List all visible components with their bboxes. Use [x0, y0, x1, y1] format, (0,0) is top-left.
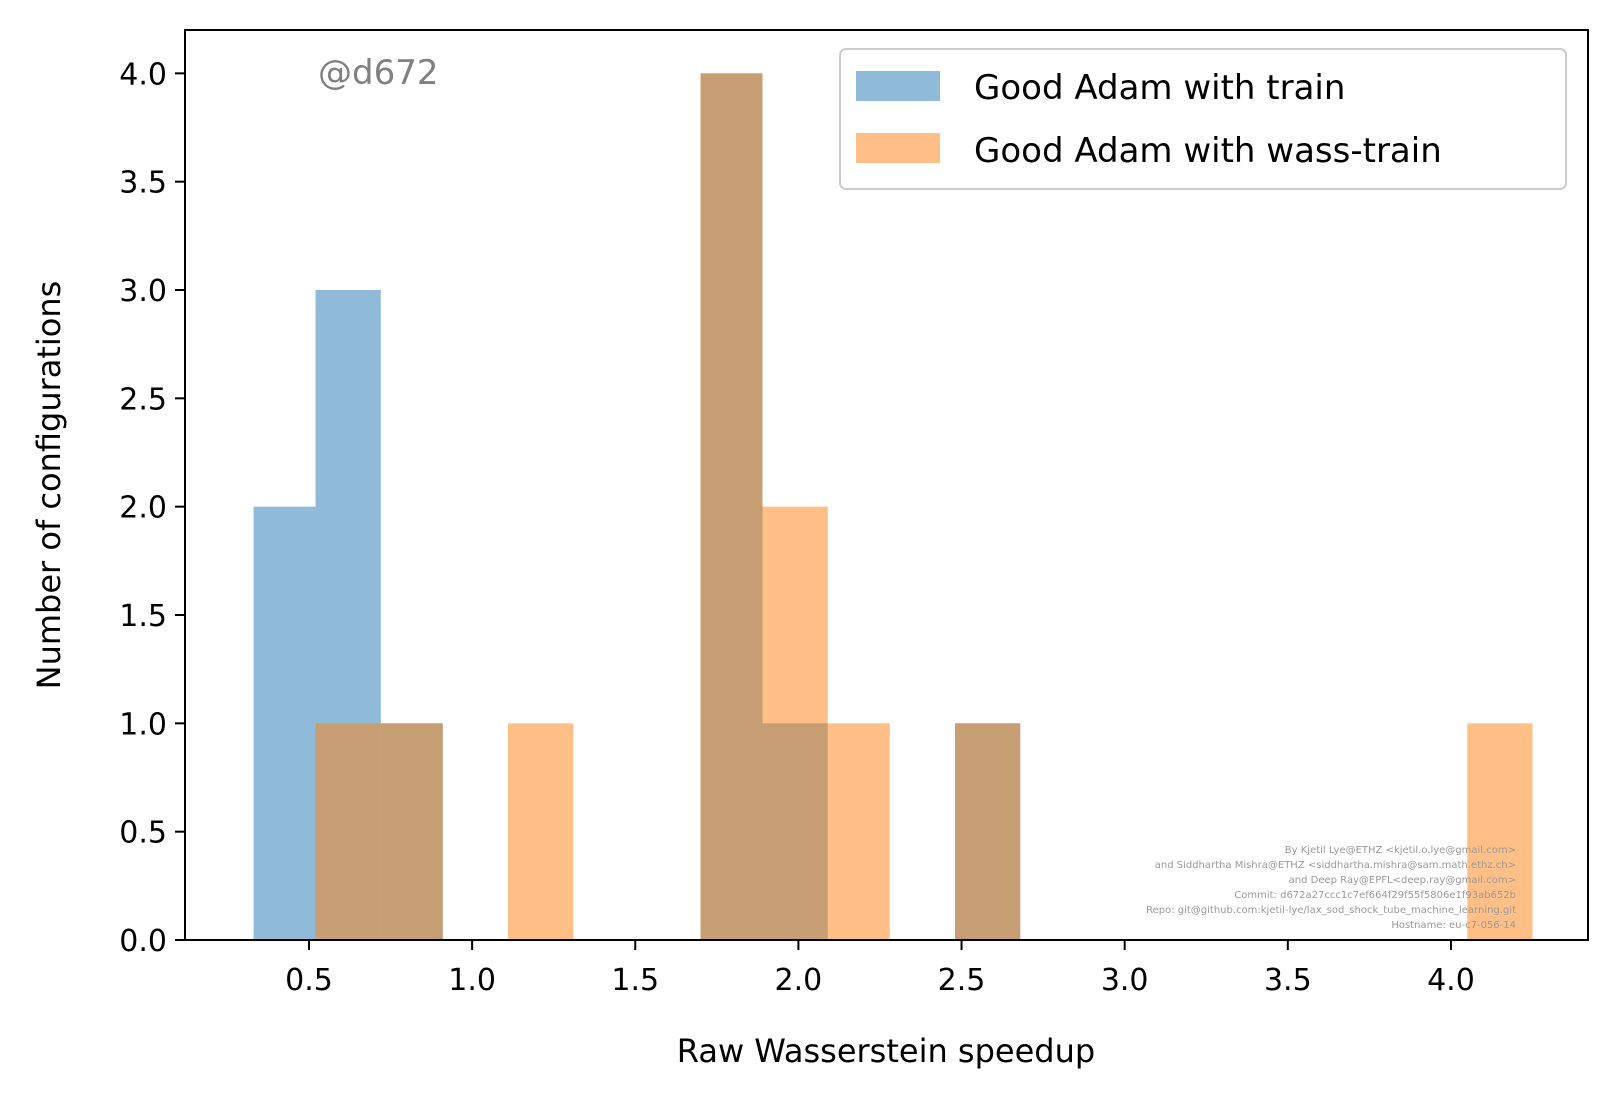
- histogram-bar-series-1-bin-2: [508, 723, 574, 940]
- legend-box: [839, 48, 1567, 190]
- y-tick-label-8: 4.0: [119, 57, 167, 92]
- x-tick-label-1: 1.0: [448, 963, 496, 998]
- plot-frame: [184, 29, 1589, 941]
- y-tick-label-1: 0.5: [119, 816, 167, 851]
- credits-line-2: and Siddhartha Mishra@ETHZ <siddhartha.m…: [1155, 860, 1516, 871]
- histogram-bar-series-1-bin-5: [827, 723, 890, 940]
- x-axis-ticks: 0.5 1.0 1.5 2.0 2.5 3.0 3.5 4.0: [285, 940, 1475, 998]
- y-tick-label-3: 1.5: [119, 599, 167, 634]
- y-tick-label-4: 2.0: [119, 491, 167, 526]
- y-tick-label-7: 3.5: [119, 166, 167, 201]
- legend: Good Adam with train Good Adam with wass…: [839, 48, 1567, 190]
- histogram-bar-series-1-bin-4: [762, 506, 828, 940]
- bars-layer: [253, 73, 1533, 941]
- x-axis-label: Raw Wasserstein speedup: [677, 1032, 1095, 1070]
- histogram-bar-series-1-bin-3: [700, 73, 763, 941]
- histogram-bar-series-1-bin-1: [380, 723, 443, 940]
- credits-line-6: Hostname: eu-c7-056-14: [1391, 920, 1516, 931]
- y-tick-label-6: 3.0: [119, 274, 167, 309]
- histogram-bar-series-1-bin-7: [1467, 723, 1533, 940]
- x-tick-label-0: 0.5: [285, 963, 333, 998]
- y-tick-label-0: 0.0: [119, 924, 167, 959]
- y-axis-ticks: 0.0 0.5 1.0 1.5 2.0 2.5 3.0 3.5 4.0: [119, 57, 185, 959]
- legend-swatch-train: [856, 71, 940, 101]
- x-tick-label-7: 4.0: [1427, 963, 1475, 998]
- x-tick-label-5: 3.0: [1101, 963, 1149, 998]
- legend-label-wass-train: Good Adam with wass-train: [974, 131, 1442, 171]
- x-tick-label-3: 2.0: [775, 963, 823, 998]
- y-tick-label-2: 1.0: [119, 707, 167, 742]
- legend-label-train: Good Adam with train: [974, 68, 1345, 108]
- histogram-bar-series-1-bin-6: [955, 723, 1021, 940]
- x-tick-label-6: 3.5: [1264, 963, 1312, 998]
- watermark-text: @d672: [318, 53, 438, 93]
- histogram-bar-series-1-bin-0: [315, 723, 381, 940]
- credits-line-4: Commit: d672a27ccc1c7ef664f29f55f5806e1f…: [1234, 890, 1516, 901]
- legend-swatch-wass-train: [856, 133, 940, 163]
- histogram-bar-series-0-bin-0: [253, 506, 316, 940]
- x-tick-label-4: 2.5: [938, 963, 986, 998]
- y-tick-label-5: 2.5: [119, 382, 167, 417]
- credits-line-1: By Kjetil Lye@ETHZ <kjetil.o.lye@gmail.c…: [1285, 845, 1516, 856]
- y-axis-label: Number of configurations: [30, 281, 68, 690]
- x-tick-label-2: 1.5: [611, 963, 659, 998]
- credits-line-3: and Deep Ray@EPFL<deep.ray@gmail.com>: [1289, 875, 1516, 886]
- credits-block: By Kjetil Lye@ETHZ <kjetil.o.lye@gmail.c…: [1146, 845, 1516, 931]
- credits-line-5: Repo: git@github.com:kjetil-lye/lax_sod_…: [1146, 905, 1516, 916]
